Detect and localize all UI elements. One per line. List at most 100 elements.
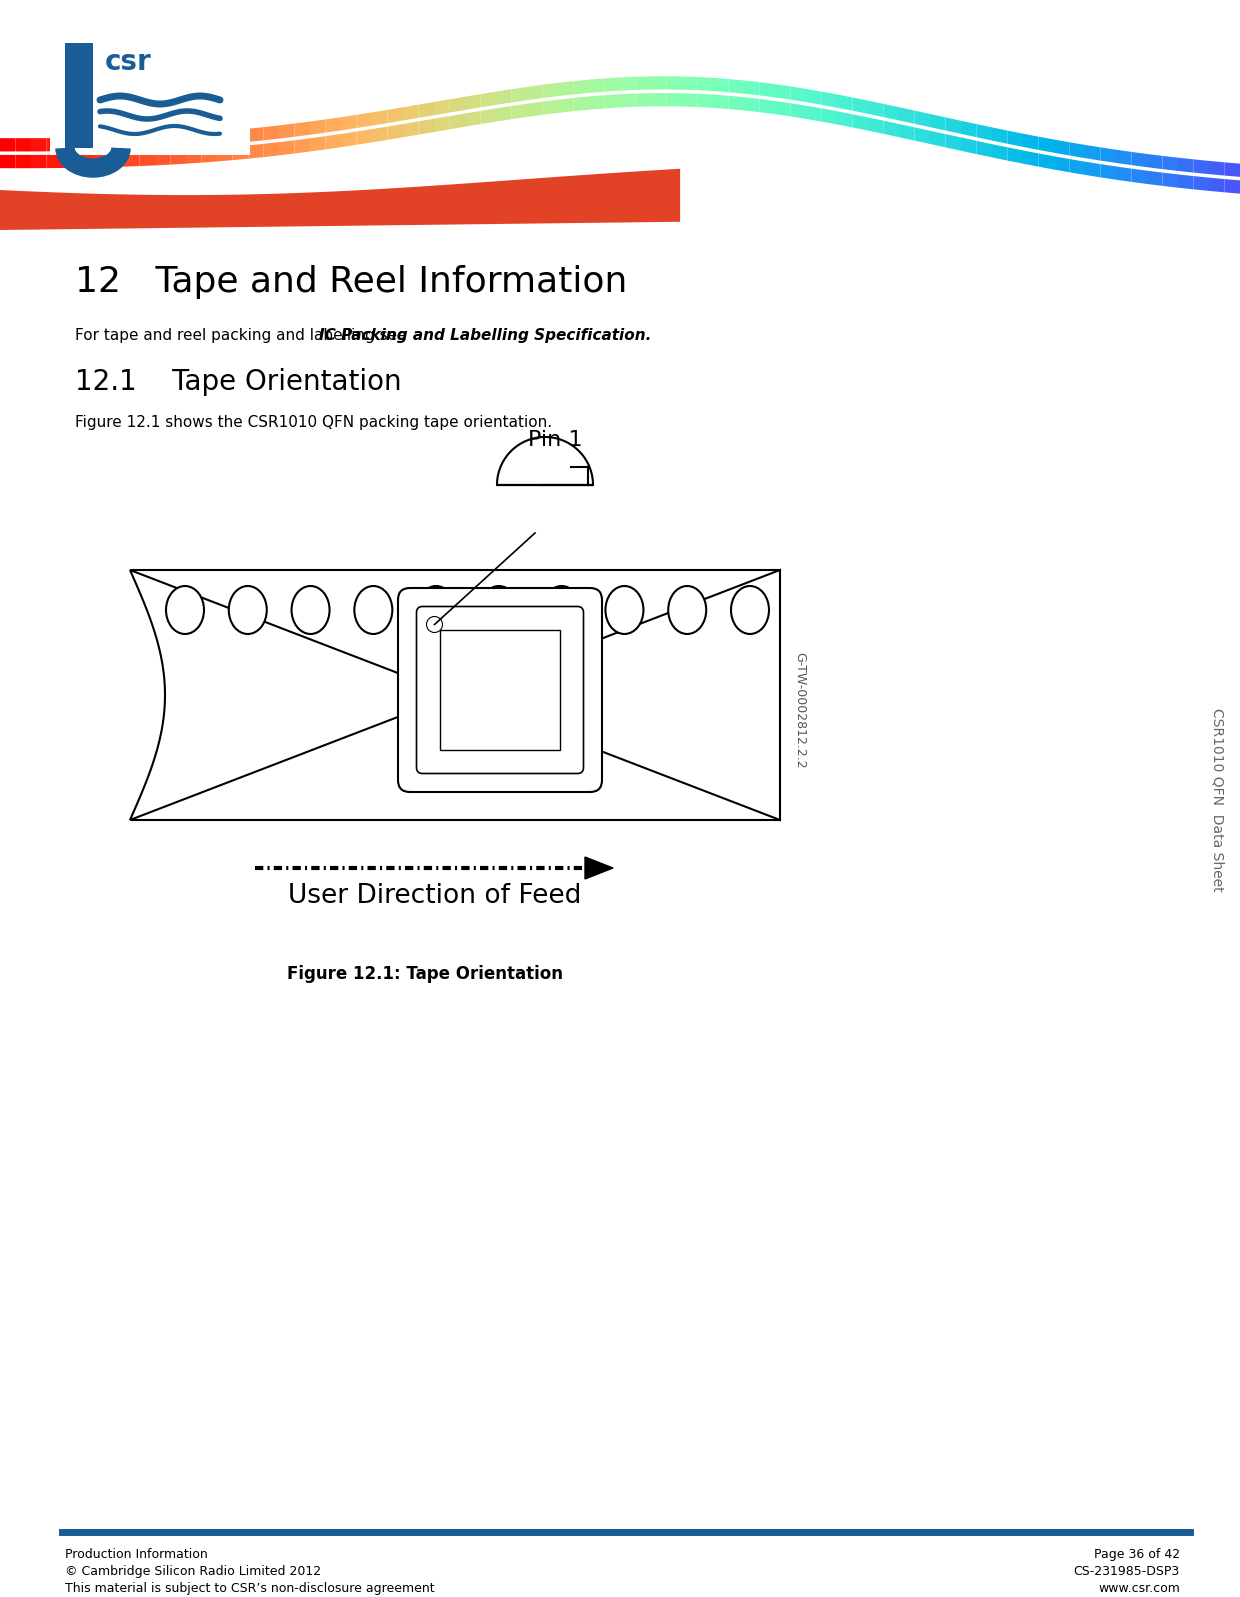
Text: 12.1    Tape Orientation: 12.1 Tape Orientation xyxy=(74,367,402,396)
Ellipse shape xyxy=(543,586,580,634)
Polygon shape xyxy=(124,136,139,166)
Polygon shape xyxy=(0,139,15,168)
Polygon shape xyxy=(171,134,186,164)
Text: G-TW-0002812.2.2: G-TW-0002812.2.2 xyxy=(794,652,806,768)
Polygon shape xyxy=(201,131,217,163)
Bar xyxy=(50,14,250,155)
Ellipse shape xyxy=(668,586,707,634)
Polygon shape xyxy=(977,125,992,158)
Polygon shape xyxy=(1163,157,1178,188)
Text: CS-231985-DSP3: CS-231985-DSP3 xyxy=(1074,1565,1180,1578)
Text: Figure 12.1 shows the CSR1010 QFN packing tape orientation.: Figure 12.1 shows the CSR1010 QFN packin… xyxy=(74,415,552,430)
Polygon shape xyxy=(1007,131,1023,163)
Polygon shape xyxy=(419,102,434,134)
Polygon shape xyxy=(1054,139,1069,172)
FancyBboxPatch shape xyxy=(417,607,584,773)
Polygon shape xyxy=(139,136,155,166)
Text: 12   Tape and Reel Information: 12 Tape and Reel Information xyxy=(74,265,627,299)
Text: This material is subject to CSR’s non-disclosure agreement: This material is subject to CSR’s non-di… xyxy=(64,1583,435,1595)
Polygon shape xyxy=(47,137,62,168)
Text: Pin 1: Pin 1 xyxy=(528,430,583,450)
Polygon shape xyxy=(992,128,1007,161)
Polygon shape xyxy=(635,77,651,107)
Polygon shape xyxy=(1225,163,1240,193)
Polygon shape xyxy=(31,137,47,168)
Text: Figure 12.1: Tape Orientation: Figure 12.1: Tape Orientation xyxy=(286,965,563,984)
FancyBboxPatch shape xyxy=(398,588,601,792)
Text: User Direction of Feed: User Direction of Feed xyxy=(289,883,582,909)
Polygon shape xyxy=(589,78,605,110)
Polygon shape xyxy=(403,105,419,137)
Ellipse shape xyxy=(291,586,330,634)
Polygon shape xyxy=(899,107,915,141)
Polygon shape xyxy=(915,110,930,144)
Polygon shape xyxy=(372,110,387,142)
Polygon shape xyxy=(263,126,279,157)
Polygon shape xyxy=(1069,142,1085,176)
Polygon shape xyxy=(77,137,93,168)
Polygon shape xyxy=(930,113,945,147)
Text: © Cambridge Silicon Radio Limited 2012: © Cambridge Silicon Radio Limited 2012 xyxy=(64,1565,321,1578)
Polygon shape xyxy=(387,107,403,141)
Polygon shape xyxy=(945,118,961,150)
Polygon shape xyxy=(729,78,744,110)
Text: Page 36 of 42: Page 36 of 42 xyxy=(1094,1547,1180,1560)
Polygon shape xyxy=(527,85,543,117)
Polygon shape xyxy=(791,86,806,118)
Polygon shape xyxy=(1178,158,1193,190)
Polygon shape xyxy=(109,137,124,168)
Polygon shape xyxy=(837,94,853,128)
Polygon shape xyxy=(543,83,558,115)
Polygon shape xyxy=(573,80,589,112)
Polygon shape xyxy=(744,80,759,112)
FancyArrow shape xyxy=(585,858,613,878)
Polygon shape xyxy=(341,115,357,147)
Polygon shape xyxy=(821,91,837,125)
Polygon shape xyxy=(1131,152,1147,184)
Polygon shape xyxy=(1085,145,1101,177)
Polygon shape xyxy=(0,169,680,230)
Text: IC Packing and Labelling Specification.: IC Packing and Labelling Specification. xyxy=(319,327,651,343)
Polygon shape xyxy=(682,77,697,107)
Polygon shape xyxy=(713,78,729,109)
Polygon shape xyxy=(1101,147,1116,180)
Polygon shape xyxy=(233,129,248,160)
Polygon shape xyxy=(130,570,780,819)
Polygon shape xyxy=(465,94,481,126)
Ellipse shape xyxy=(605,586,644,634)
Polygon shape xyxy=(620,77,635,107)
Polygon shape xyxy=(217,129,233,161)
Polygon shape xyxy=(806,89,821,121)
Polygon shape xyxy=(697,77,713,109)
Polygon shape xyxy=(775,85,791,117)
Polygon shape xyxy=(853,97,868,131)
Polygon shape xyxy=(186,133,201,163)
Polygon shape xyxy=(357,112,372,145)
Polygon shape xyxy=(558,81,573,113)
Polygon shape xyxy=(62,137,77,168)
Text: csr: csr xyxy=(105,48,151,77)
Ellipse shape xyxy=(228,586,267,634)
Bar xyxy=(64,43,93,149)
Bar xyxy=(440,629,560,751)
Polygon shape xyxy=(496,89,511,121)
Ellipse shape xyxy=(355,586,392,634)
Polygon shape xyxy=(449,97,465,129)
Polygon shape xyxy=(325,117,341,150)
Polygon shape xyxy=(1116,150,1131,182)
Polygon shape xyxy=(1209,161,1225,192)
Polygon shape xyxy=(605,78,620,109)
Polygon shape xyxy=(15,139,31,168)
Text: CSR1010 QFN  Data Sheet: CSR1010 QFN Data Sheet xyxy=(1211,707,1225,891)
Polygon shape xyxy=(511,86,527,120)
Polygon shape xyxy=(883,104,899,137)
Text: For tape and reel packing and labelling see: For tape and reel packing and labelling … xyxy=(74,327,412,343)
Polygon shape xyxy=(155,134,171,166)
Polygon shape xyxy=(279,123,295,155)
Polygon shape xyxy=(310,120,325,152)
Polygon shape xyxy=(1023,134,1039,166)
Polygon shape xyxy=(497,438,593,485)
Polygon shape xyxy=(759,81,775,113)
Text: Production Information: Production Information xyxy=(64,1547,208,1560)
Polygon shape xyxy=(248,128,263,158)
